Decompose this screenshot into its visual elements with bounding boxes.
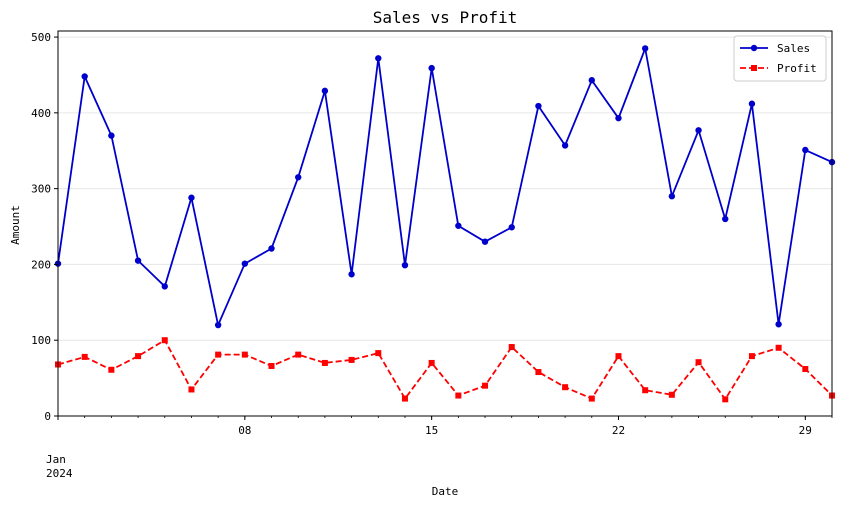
data-point-sales [802,146,809,154]
x-tick-sublabel: 2024 [46,467,73,480]
data-point-sales [588,77,595,84]
data-point-profit [135,353,142,360]
data-point-profit [401,395,408,402]
y-tick-label: 100 [31,334,51,347]
series-layer [54,45,836,403]
data-point-profit [455,392,462,399]
chart-title: Sales vs Profit [373,8,518,27]
data-point-profit [642,387,649,394]
data-point-profit [295,351,302,358]
y-tick-label: 0 [44,410,51,423]
data-point-profit [321,359,328,366]
data-point-sales [295,174,302,181]
data-point-sales [161,283,168,290]
data-point-profit [562,384,569,391]
data-point-sales [561,142,569,149]
data-point-profit [508,344,515,351]
x-tick-label: 29 [799,424,812,437]
legend-label: Sales [777,42,810,55]
y-tick-label: 300 [31,183,51,196]
data-point-profit [748,353,755,360]
data-point-profit [535,369,542,376]
x-tick-label: 15 [425,424,438,437]
data-point-sales [268,245,275,252]
data-point-profit [802,366,809,373]
plot-frame [57,30,833,417]
data-point-profit [775,344,782,351]
data-point-profit [81,353,88,360]
data-point-sales [321,87,329,95]
data-point-sales [508,224,515,231]
data-point-sales [188,194,195,201]
data-point-profit [695,359,702,366]
data-point-sales [428,64,435,72]
data-point-sales [748,100,756,107]
series-line-profit [57,338,833,401]
data-point-sales [241,260,249,267]
data-point-sales [375,55,382,62]
data-point-profit [615,353,622,360]
data-point-profit [348,356,355,363]
y-axis-ticks: 0 100 200 300 400 500 [31,31,58,423]
data-point-sales [641,45,649,52]
data-point-sales [401,261,409,269]
data-point-profit [428,359,435,366]
x-tick-label: 08 [238,424,251,437]
data-point-profit [375,350,382,357]
data-point-profit [241,351,248,358]
data-point-sales [722,215,729,223]
legend: Sales Profit [733,35,827,82]
data-point-profit [108,366,115,373]
data-point-sales [668,193,676,200]
y-tick-label: 400 [31,107,51,120]
data-point-profit [268,362,275,369]
data-point-sales [615,114,622,122]
data-point-profit [482,382,489,389]
legend-swatch-marker [750,44,758,52]
legend-swatch-marker [751,65,757,71]
data-point-profit [161,337,168,344]
data-point-sales [535,102,542,110]
x-tick-label: 22 [612,424,625,437]
data-point-sales [455,222,462,229]
x-tick-label: Jan [46,453,66,466]
data-point-sales [695,127,702,134]
data-point-sales [214,321,222,329]
data-point-sales [348,271,355,278]
data-point-sales [134,257,142,264]
series-line-sales [57,45,833,329]
y-tick-label: 500 [31,31,51,44]
data-point-profit [215,351,222,358]
data-point-profit [188,386,195,393]
data-point-sales [81,73,88,80]
data-point-profit [668,391,675,398]
y-axis-label: Amount [9,205,22,245]
data-point-sales [108,132,115,139]
data-point-sales [481,238,489,245]
data-point-profit [588,395,595,402]
data-point-profit [722,396,729,403]
data-point-sales [775,321,782,328]
y-tick-label: 200 [31,258,51,271]
x-axis-label: Date [432,485,459,498]
legend-label: Profit [777,62,817,75]
